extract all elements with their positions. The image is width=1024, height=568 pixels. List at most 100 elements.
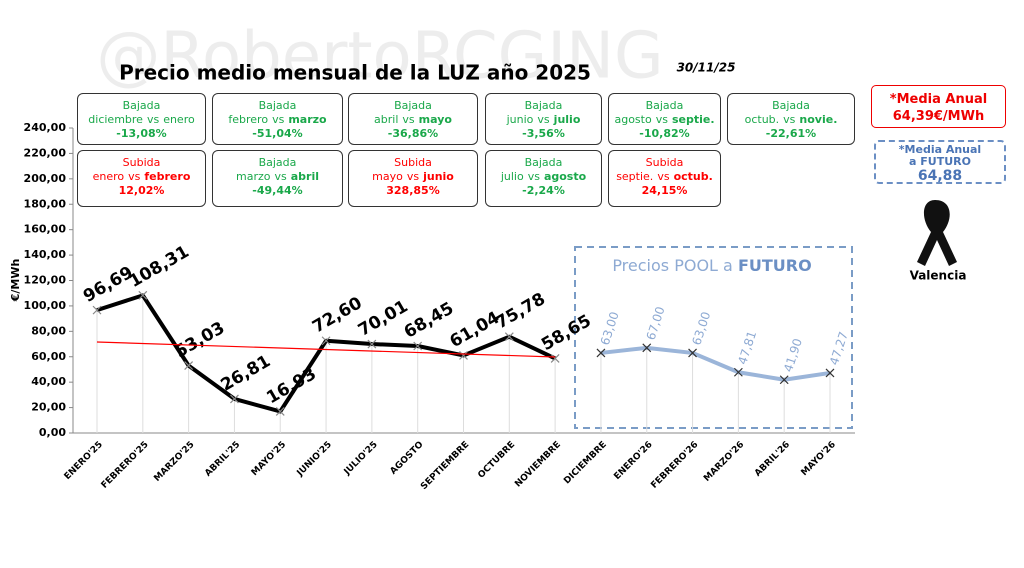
comparison-text: febrero vs marzo [213,113,342,127]
comparison-pct: -36,86% [387,127,439,140]
comparison-text: junio vs julio [486,113,601,127]
x-tick-label: AGOSTO [389,440,426,477]
point-marker [825,368,835,378]
x-tick-label: DICIEMBRE [562,440,609,487]
y-tick-label: 100,00 [24,299,67,312]
comparison-vs: vs [128,170,141,183]
comparison-text: enero vs febrero [78,170,205,184]
comparison-box: Bajada febrero vs marzo -51,04% [212,93,343,145]
point-marker [138,290,148,300]
future-box [574,246,853,429]
x-tick-label: MARZO'25 [152,440,196,484]
comparison-pct: 24,15% [641,184,688,197]
comparison-vs: vs [146,113,160,126]
comparison-pct: -49,44% [252,184,303,197]
comparison-text: marzo vs abril [213,170,342,184]
comparison-to: junio [423,170,454,183]
x-tick-label: NOVIEMBRE [513,440,563,490]
x-tick-label: ABRIL'25 [203,440,242,479]
comparison-pct: -13,08% [116,127,167,140]
comparison-pct: -22,61% [765,127,817,140]
data-label: 41,90 [781,337,805,374]
comparison-from: octub. [744,113,780,126]
annual-value: 64,39€/MWh [892,109,985,124]
comparison-to: mayo [418,113,452,126]
x-tick-label: MAYO'26 [800,440,838,478]
x-tick-label: OCTUBRE [476,440,517,481]
comparison-from: marzo [236,170,271,183]
data-label: 72,60 [309,293,366,337]
comparison-kind: Bajada [258,99,297,112]
comparison-box: Bajada abril vs mayo -36,86% [348,93,478,145]
city: Valencia [910,269,967,283]
comparison-kind: Bajada [122,99,161,112]
comparison-pct: -10,82% [639,127,690,140]
point-marker [230,394,239,404]
x-tick-label: ENERO'25 [63,440,105,482]
comparison-to: septie. [671,113,715,126]
point-marker [733,367,743,377]
y-tick-label: 140,00 [24,248,67,261]
x-tick-label: FEBRERO'25 [100,440,151,491]
comparison-box: Bajada octub. vs novie. -22,61% [727,93,855,145]
y-tick-label: 80,00 [31,324,66,337]
point-marker [459,351,468,360]
comparison-to: novie. [799,113,838,126]
data-label: 63,00 [598,310,622,347]
comparison-from: enero [92,170,125,183]
comparison-vs: vs [657,170,670,183]
data-label: 53,03 [172,318,229,362]
point-marker [550,354,560,363]
comparison-kind: Subida [645,156,684,169]
comparison-kind: Subida [394,156,432,169]
comparison-vs: vs [274,170,287,183]
comparison-box: Bajada junio vs julio -3,56% [485,93,602,145]
comparison-to: julio [553,113,581,126]
comparison-vs: vs [527,170,540,183]
data-label: 16,93 [263,364,320,408]
watermark: @RobertoRCGING [96,20,663,94]
comparison-to: agosto [543,170,587,183]
point-marker [688,348,697,358]
x-tick-label: ENERO'26 [612,440,654,482]
x-tick-label: JULIO'25 [342,440,380,478]
y-tick-label: 40,00 [31,375,66,388]
data-label: 75,78 [492,289,549,333]
comparison-text: septie. vs octub. [609,170,720,184]
data-label: 108,31 [126,242,193,292]
comparison-vs: vs [783,113,796,126]
comparison-vs: vs [406,170,420,183]
comparison-box: Subida enero vs febrero 12,02% [77,150,206,207]
comparison-box: Bajada diciembre vs enero -13,08% [77,93,206,145]
date: 30/11/25 [677,61,736,75]
comparison-text: mayo vs junio [349,170,477,184]
trend-line [96,341,556,358]
comparison-to: febrero [144,170,191,183]
comparison-text: abril vs mayo [349,113,477,127]
annual-box: *Media Anual 64,39€/MWh [871,85,1006,128]
data-label: 47,27 [827,330,851,367]
y-tick-label: 240,00 [24,121,67,134]
comparison-pct: 328,85% [386,184,440,197]
comparison-kind: Bajada [645,99,684,112]
future-annual-label: a FUTURO [909,155,971,168]
future-annual-box: *Media Anual a FUTURO 64,88 [874,140,1006,184]
point-marker [779,375,789,385]
comparison-from: febrero [228,113,269,126]
y-tick-label: 0,00 [39,426,66,439]
series-line [600,345,831,382]
comparison-to: abril [290,170,319,183]
comparison-pct: -2,24% [522,184,565,197]
future-title-text: Precios POOL a [612,256,733,275]
comparison-box: Bajada agosto vs septie. -10,82% [608,93,721,145]
x-tick-label: MARZO'26 [702,440,746,484]
y-tick-label: 160,00 [24,223,67,236]
y-tick-label: 60,00 [31,350,66,363]
point-marker [321,336,331,346]
point-marker [275,407,285,416]
comparison-kind: Bajada [524,156,563,169]
comparison-text: octub. vs novie. [728,113,854,127]
comparison-pct: -51,04% [252,127,303,140]
data-label: 67,00 [644,305,668,342]
